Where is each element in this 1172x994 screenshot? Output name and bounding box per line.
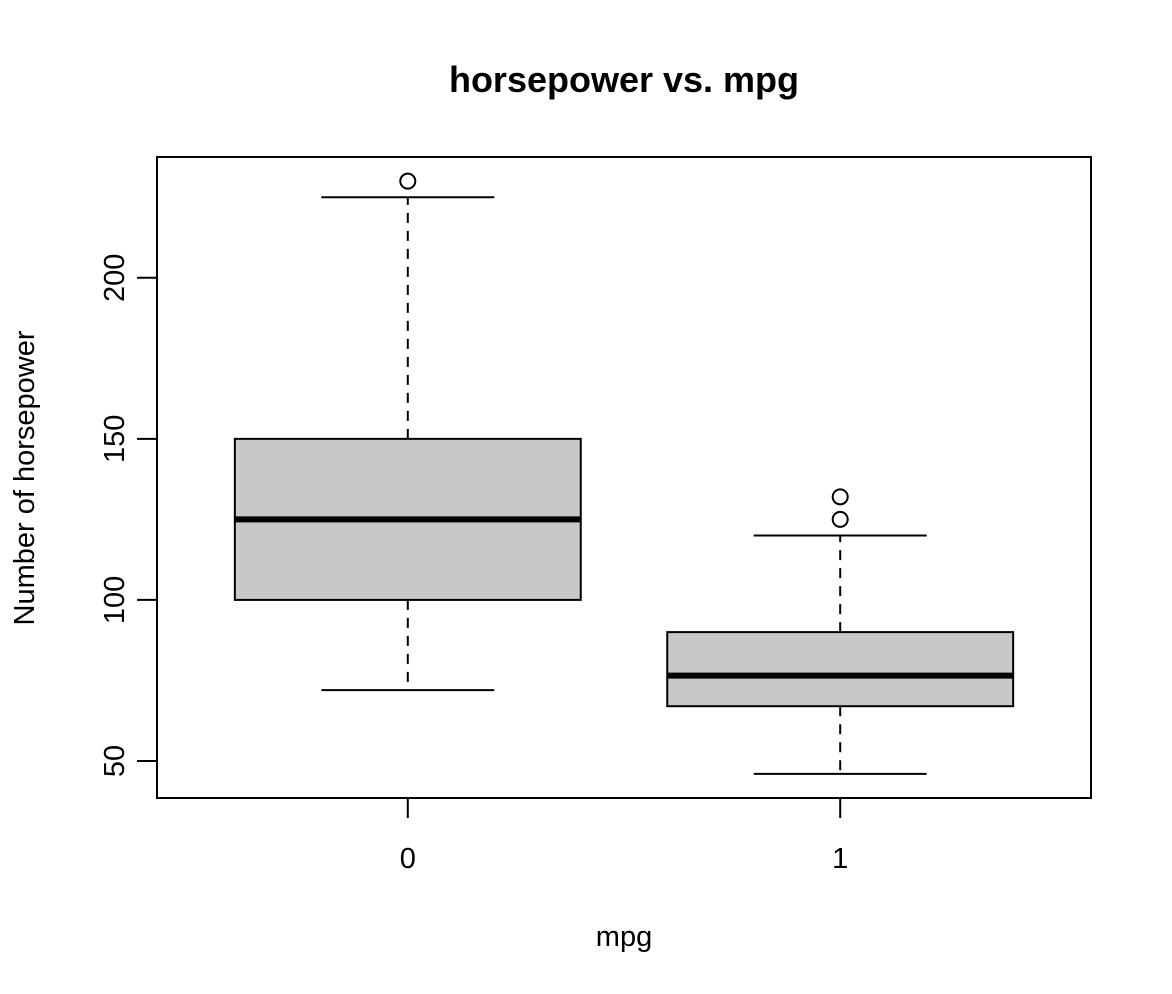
box-1: [666, 488, 1015, 775]
box-group: [233, 172, 1015, 775]
y-tick-label: 100: [99, 576, 131, 624]
outlier-point: [399, 172, 417, 190]
y-tick-label: 150: [99, 415, 131, 463]
x-axis-title: mpg: [596, 921, 652, 953]
y-tick-label: 50: [99, 745, 131, 777]
y-tick-label: 200: [99, 254, 131, 302]
x-tick-label: 0: [400, 843, 416, 875]
y-axis-title: Number of horsepower: [9, 330, 41, 625]
outlier-point: [831, 510, 849, 528]
y-axis: 50 100 150 200: [99, 254, 158, 777]
x-tick-label: 1: [832, 843, 848, 875]
box-0: [233, 172, 582, 692]
chart-title: horsepower vs. mpg: [449, 59, 799, 100]
outlier-point: [831, 488, 849, 506]
iqr-box: [666, 631, 1015, 708]
